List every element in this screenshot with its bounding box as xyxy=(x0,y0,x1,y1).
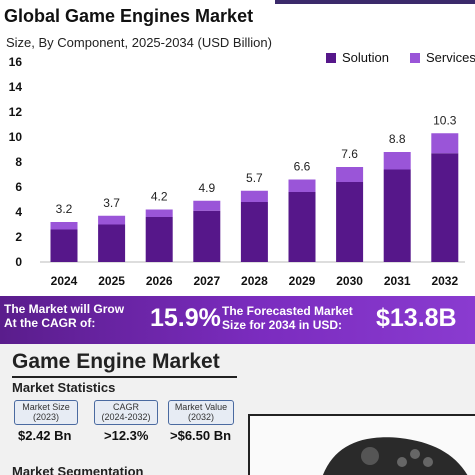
data-label-2027: 4.9 xyxy=(198,181,215,195)
top-rule xyxy=(275,0,475,4)
bar-solution-2030 xyxy=(336,182,364,262)
forecast-text-line2: Size for 2034 in USD: xyxy=(222,318,343,332)
segmentation-title: Market Segmentation xyxy=(12,464,144,475)
y-tick-label: 4 xyxy=(15,205,22,219)
stats-title: Market Statistics xyxy=(12,380,116,395)
bar-services-2027 xyxy=(193,200,221,211)
market-info-panel: Game Engine Market Market Statistics Mar… xyxy=(0,344,475,475)
legend-label-services: Services xyxy=(426,50,475,65)
forecast-value: $13.8B xyxy=(376,304,457,332)
x-tick-label-2025: 2025 xyxy=(98,274,125,288)
bar-services-2024 xyxy=(50,222,78,230)
stat-label-line1: Market Value xyxy=(174,402,228,412)
bar-services-2032 xyxy=(431,133,459,154)
bar-services-2025 xyxy=(98,215,126,225)
data-label-2032: 10.3 xyxy=(433,113,457,127)
x-tick-label-2024: 2024 xyxy=(51,274,78,288)
bar-solution-2029 xyxy=(288,192,316,262)
bar-services-2031 xyxy=(383,152,411,170)
cagr-text-line1: The Market will Grow xyxy=(4,302,125,316)
bar-solution-2028 xyxy=(240,202,268,262)
y-tick-label: 14 xyxy=(9,80,23,94)
bar-services-2030 xyxy=(336,167,364,182)
y-tick-label: 10 xyxy=(9,130,23,144)
gamepad-image xyxy=(248,414,475,475)
y-tick-label: 8 xyxy=(15,155,22,169)
x-tick-label-2027: 2027 xyxy=(193,274,220,288)
stat-label-box-cagr: CAGR (2024-2032) xyxy=(94,400,158,425)
data-label-2031: 8.8 xyxy=(389,132,406,146)
bar-solution-2025 xyxy=(98,224,126,262)
bar-solution-2026 xyxy=(145,217,173,262)
chart-subtitle: Size, By Component, 2025-2034 (USD Billi… xyxy=(6,35,272,50)
bar-services-2028 xyxy=(240,190,268,202)
stats-banner: The Market will Grow At the CAGR of: 15.… xyxy=(0,296,475,344)
stat-label-box-market-value: Market Value (2032) xyxy=(168,400,234,425)
legend-item-services: Services xyxy=(410,50,475,65)
data-label-2028: 5.7 xyxy=(246,171,263,185)
chart-section: Global Game Engines Market Size, By Comp… xyxy=(4,0,475,288)
stat-label-box-market-size: Market Size (2023) xyxy=(14,400,78,425)
stat-label-line2: (2024-2032) xyxy=(101,412,151,422)
chart-title: Global Game Engines Market xyxy=(4,6,254,26)
bar-services-2029 xyxy=(288,179,316,192)
stat-value-cagr: >12.3% xyxy=(104,428,149,443)
bar-solution-2032 xyxy=(431,153,459,262)
y-tick-label: 2 xyxy=(15,230,22,244)
legend-swatch-solution xyxy=(326,52,336,63)
data-label-2024: 3.2 xyxy=(56,202,73,216)
y-tick-label: 12 xyxy=(9,105,23,119)
x-tick-label-2029: 2029 xyxy=(289,274,316,288)
x-tick-label-2028: 2028 xyxy=(241,274,268,288)
legend-label-solution: Solution xyxy=(342,50,389,65)
data-label-2025: 3.7 xyxy=(103,196,120,210)
data-label-2029: 6.6 xyxy=(294,160,311,174)
y-tick-label: 0 xyxy=(15,255,22,269)
stat-value-market-value: >$6.50 Bn xyxy=(170,428,232,443)
bar-services-2026 xyxy=(145,209,173,217)
stat-label-line2: (2032) xyxy=(187,412,214,422)
stat-label-line1: Market Size xyxy=(22,402,70,412)
bar-solution-2027 xyxy=(193,210,221,262)
stat-value-market-size: $2.42 Bn xyxy=(18,428,72,443)
x-tick-label-2026: 2026 xyxy=(146,274,173,288)
data-label-2030: 7.6 xyxy=(341,147,358,161)
legend-item-solution: Solution xyxy=(326,50,389,65)
bar-solution-2024 xyxy=(50,229,78,262)
stat-label-line1: CAGR xyxy=(112,402,139,412)
forecast-text-line1: The Forecasted Market xyxy=(222,304,353,318)
legend-swatch-services xyxy=(410,52,420,63)
bar-solution-2031 xyxy=(383,169,411,262)
y-tick-label: 16 xyxy=(9,55,23,69)
x-tick-label-2032: 2032 xyxy=(431,274,458,288)
stat-label-line2: (2023) xyxy=(32,412,59,422)
x-tick-label-2031: 2031 xyxy=(384,274,411,288)
cagr-text-line2: At the CAGR of: xyxy=(4,316,96,330)
x-tick-label-2030: 2030 xyxy=(336,274,363,288)
y-tick-label: 6 xyxy=(15,180,22,194)
panel-title-rule xyxy=(12,376,237,378)
cagr-value: 15.9% xyxy=(150,304,221,332)
panel-title: Game Engine Market xyxy=(12,350,220,373)
data-label-2026: 4.2 xyxy=(151,190,168,204)
bar-chart: 0 2 4 6 8 10 12 14 16 3.2 2024 3.7 2025 4.2 2026 4.9 202… xyxy=(9,55,465,288)
